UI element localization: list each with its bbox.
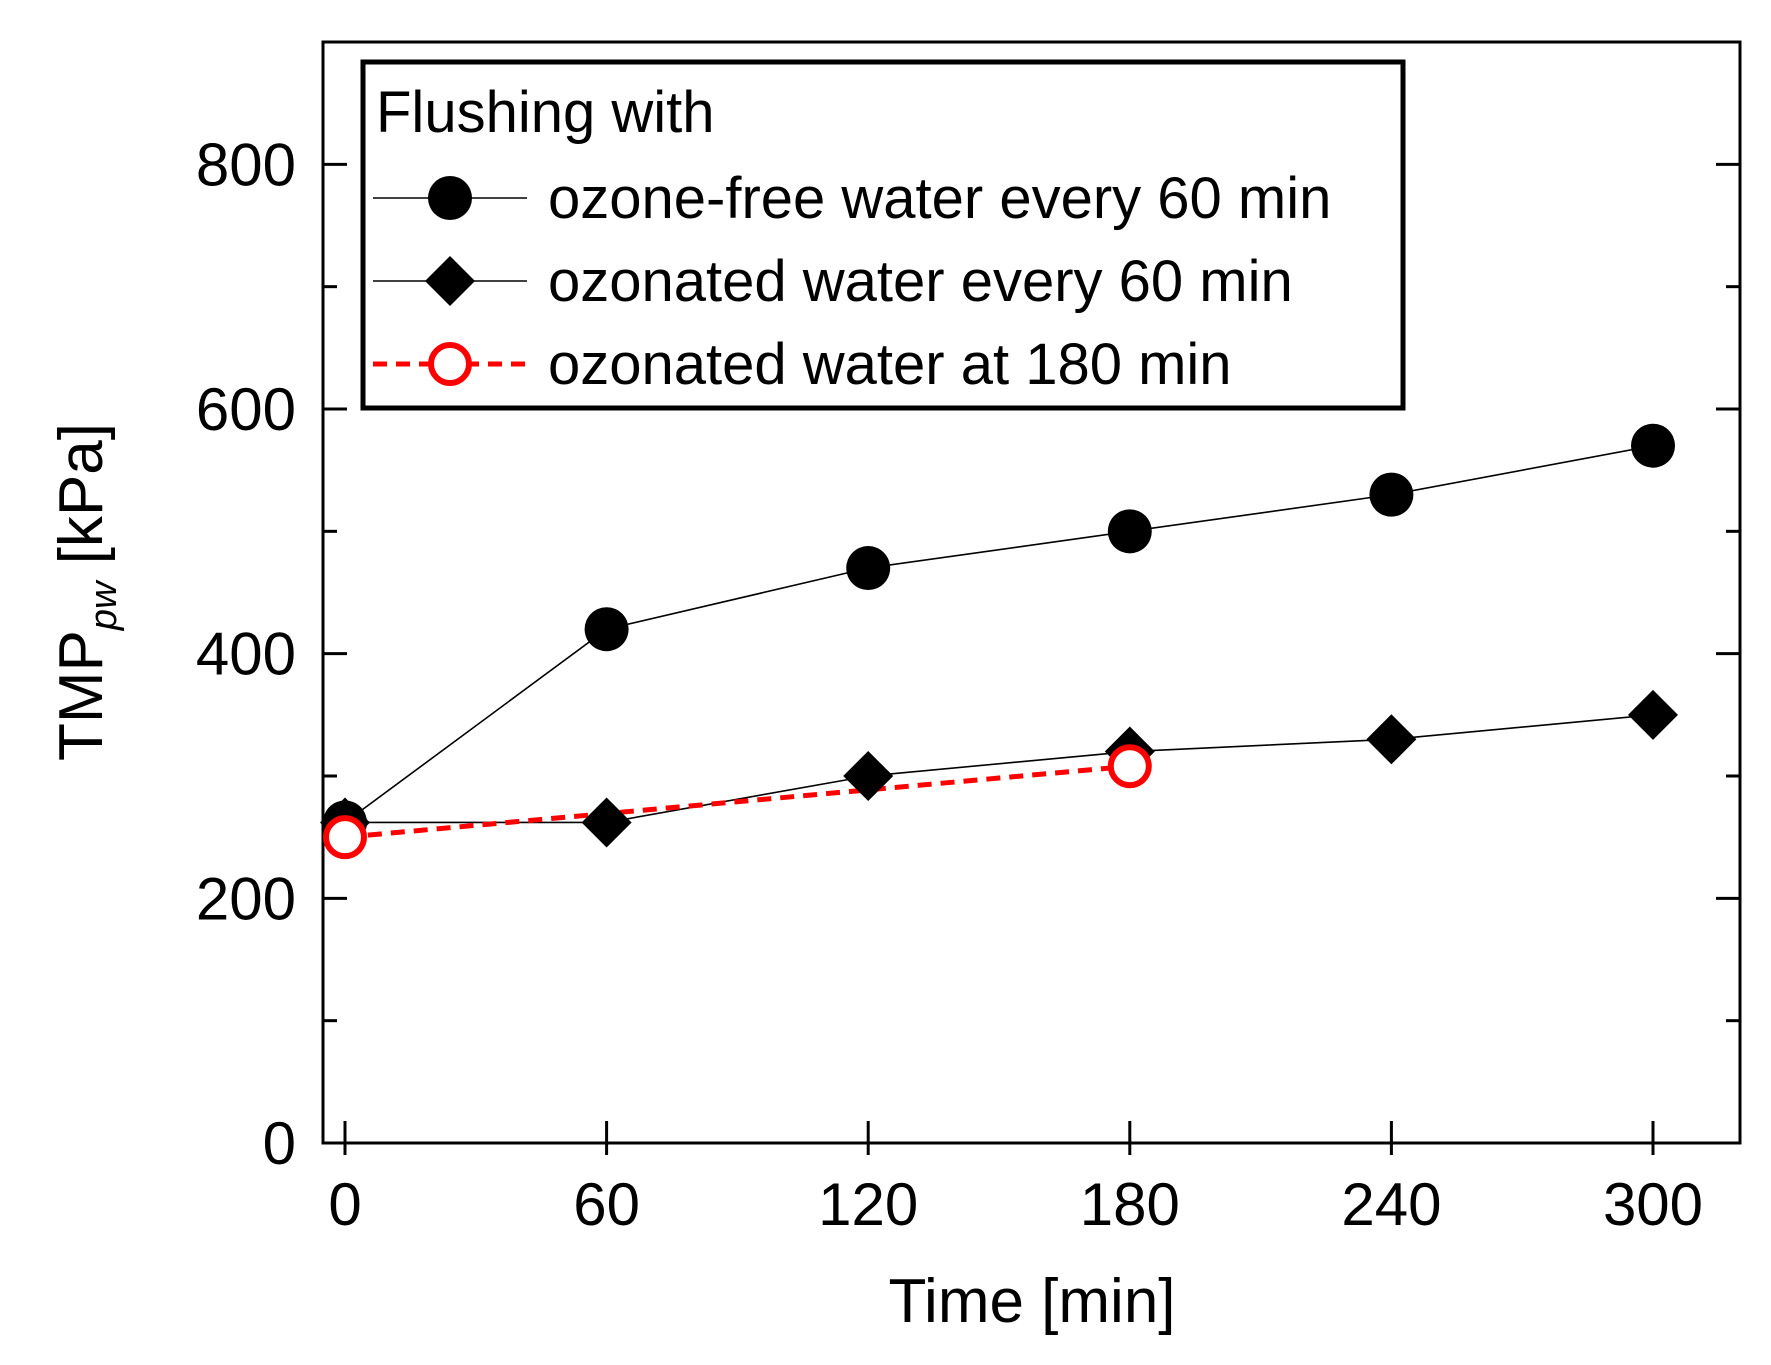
series-1-point [846,546,891,591]
legend-label-1: ozone-free water every 60 min [548,166,1331,231]
y-tick-label: 800 [196,131,296,198]
plot-frame [321,40,1742,1145]
y-axis-label-subscript: pw [83,579,125,631]
series-1-point [1107,509,1152,554]
series-2-point [1628,689,1678,740]
series-line-2 [345,714,1654,824]
y-tick-label: 600 [196,376,296,443]
x-tick-label: 300 [1603,1171,1703,1238]
x-tick-label: 120 [818,1171,918,1238]
legend-marker-1 [428,176,472,220]
legend-title: Flushing with [376,80,714,145]
series-line-3 [344,763,1131,840]
y-axis-label: TMPpw [kPa] [47,423,125,761]
series-2-point [581,797,632,848]
legend-label-2: ozonated water every 60 min [548,249,1293,314]
y-axis-label-main: TMP [47,630,116,761]
x-tick-label: 180 [1080,1171,1180,1238]
x-tick-label: 60 [573,1171,640,1238]
legend-marker-3 [428,342,472,386]
legend-box [360,59,1406,411]
series-line-1 [344,444,1654,824]
y-tick-label: 400 [196,621,296,688]
y-tick-label: 0 [263,1110,296,1177]
x-tick-label: 0 [328,1171,361,1238]
legend-marker-2 [425,256,475,306]
series-1-point [1631,423,1675,468]
legend: Flushing with ozone-free water every 60 m… [360,59,1406,411]
legend-label-3: ozonated water at 180 min [548,332,1232,397]
y-axis-label-unit: [kPa] [47,423,116,582]
series-1-point [584,607,629,652]
x-axis-label: Time [min] [888,1267,1175,1336]
series-2-point [1366,714,1417,765]
series-2-point [843,751,894,801]
x-tick-label: 240 [1341,1171,1441,1238]
series-3-point [1107,744,1152,789]
plot-area: 0 60 120 180 240 300 0 200 400 600 800 Time [min] TM… [47,40,1742,1336]
series-3-point [323,815,367,860]
y-tick-label: 200 [196,865,296,932]
series-1-point [1369,472,1414,517]
